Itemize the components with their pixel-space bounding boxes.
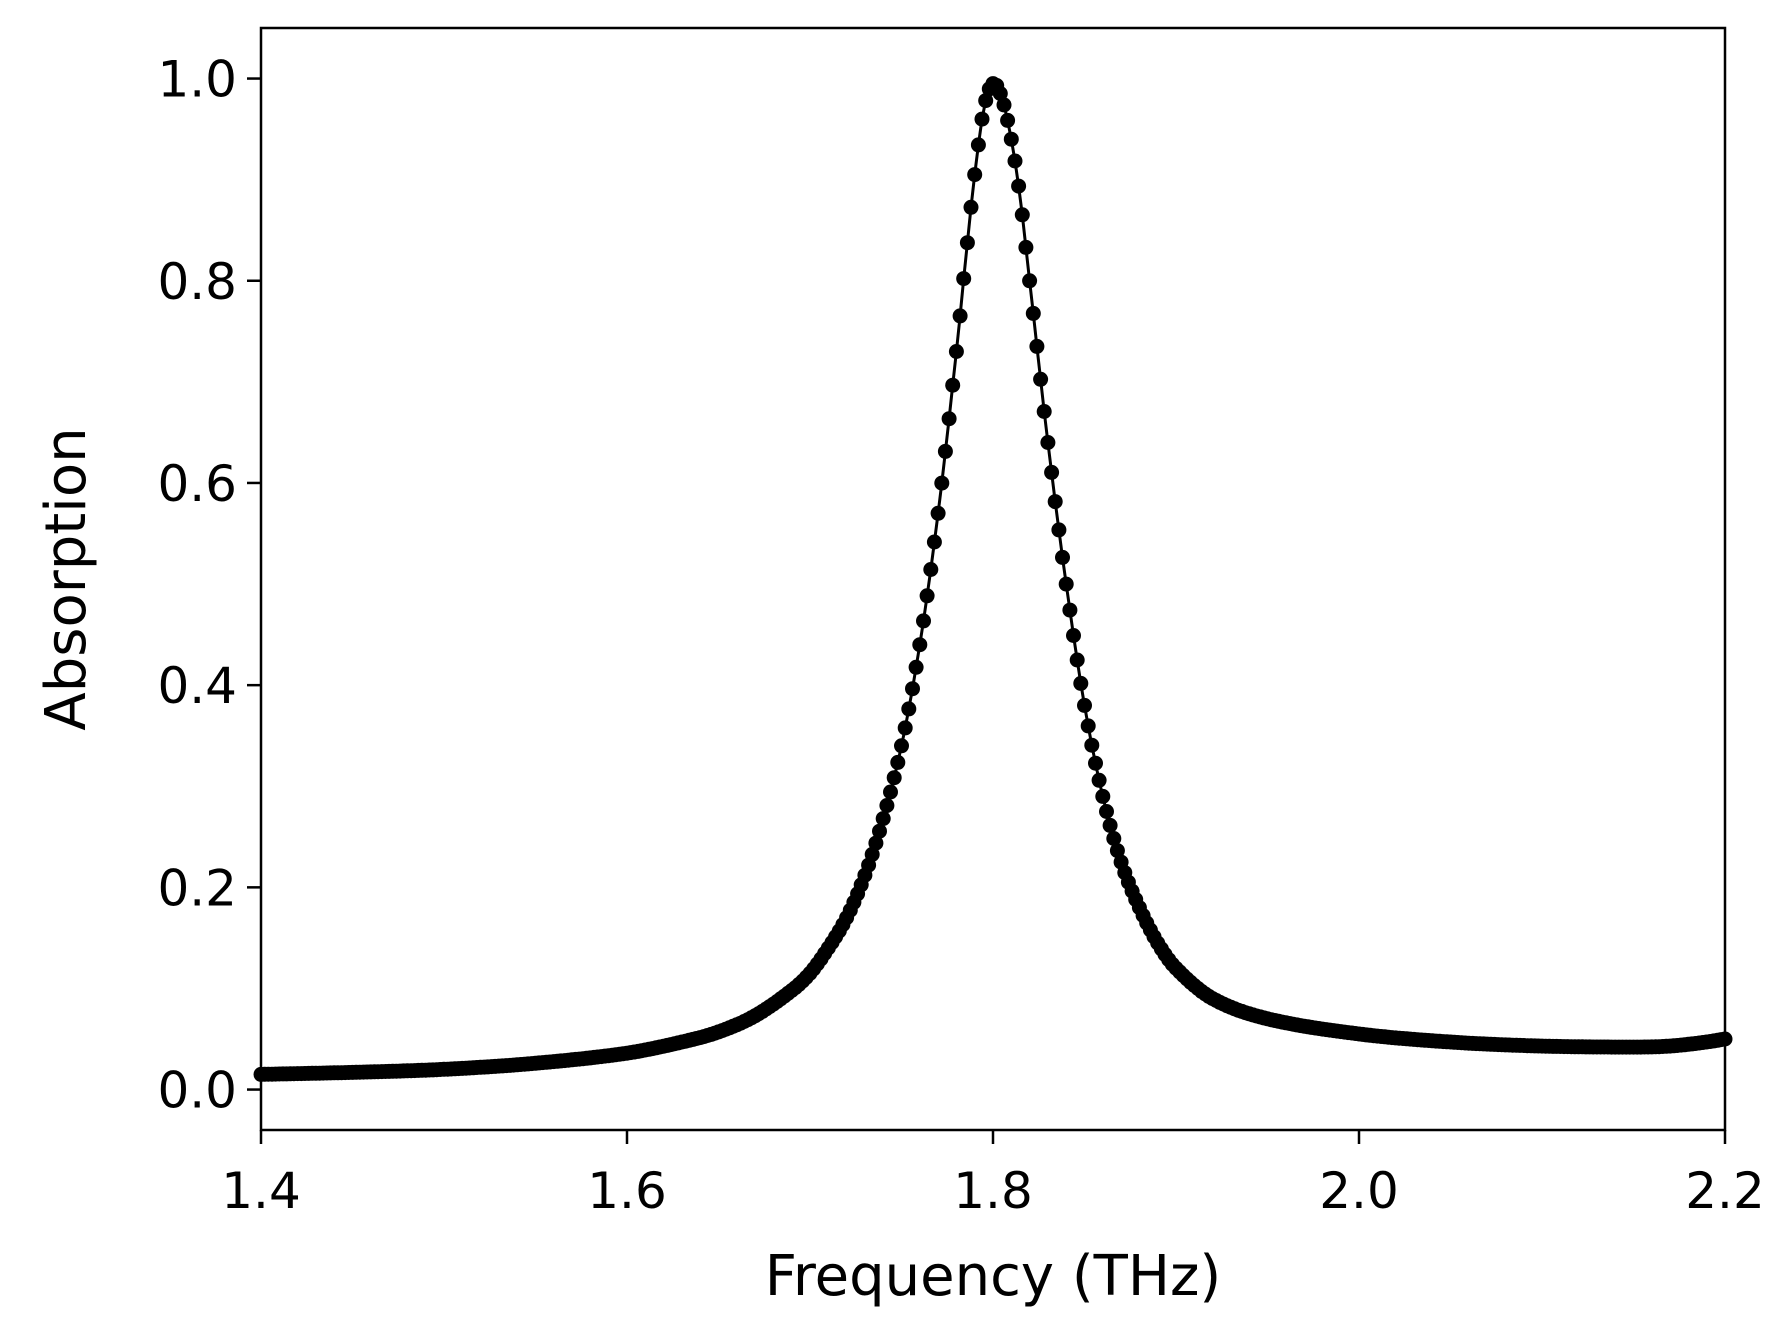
data-point [923,562,939,577]
x-tick-label: 1.4 [221,1162,301,1220]
data-point [886,770,902,786]
data-point [963,199,979,215]
data-point [1051,522,1067,538]
data-point [1102,817,1118,833]
data-point [1058,576,1074,592]
data-point [1018,239,1034,255]
data-point [1044,464,1060,480]
data-point [1014,207,1030,223]
data-point [1022,273,1038,289]
data-point [912,637,928,653]
data-point [948,344,964,359]
data-point [916,613,931,629]
x-axis-ticks: 1.4 1.6 1.8 2.0 2.2 [221,1130,1765,1220]
data-point [1029,338,1045,354]
x-tick-label: 1.6 [587,1162,667,1220]
data-point [919,588,935,604]
data-point [1025,305,1041,321]
data-point [937,443,953,459]
y-tick-label: 0.2 [157,859,237,917]
y-tick-label: 0.0 [157,1062,237,1120]
data-point [1080,718,1096,734]
data-point [1033,371,1049,387]
data-point [872,823,887,839]
data-point [1084,737,1100,753]
data-point [1069,652,1085,668]
data-point [908,659,924,675]
data-point [905,681,920,697]
data-point [996,97,1012,113]
data-point [1000,112,1016,128]
data-point [1077,697,1092,713]
data-point [901,701,917,717]
y-tick-label: 0.6 [157,455,237,513]
plot-marks [253,76,1733,1082]
data-point [883,784,898,800]
data-point [1036,404,1052,419]
data-point [970,137,986,153]
plot-frame [259,26,1727,1132]
data-point [1088,755,1103,771]
y-tick-label: 0.8 [157,253,237,311]
data-point [952,308,968,324]
data-point [934,475,950,491]
data-point [930,505,946,521]
series-line [260,81,1726,1076]
data-point [1073,675,1089,691]
x-tick-label: 2.2 [1685,1162,1765,1220]
data-point [974,111,990,127]
data-point [1099,804,1114,819]
y-axis-ticks: 0.0 0.2 0.4 0.6 0.8 1.0 [157,51,261,1120]
data-point [967,167,983,183]
y-tick-label: 0.4 [157,657,237,715]
data-point [1106,831,1122,846]
x-axis-label: Frequency (THz) [765,1244,1222,1309]
y-axis-label: Absorption [34,427,99,730]
data-point [1055,549,1070,565]
data-point [956,271,972,287]
data-point [945,377,961,393]
data-point [992,86,1008,101]
x-tick-label: 2.0 [1319,1162,1399,1220]
data-point [1003,131,1019,147]
y-tick-label: 1.0 [157,51,237,109]
data-point [1047,494,1063,510]
data-point [879,798,895,813]
data-point [897,720,913,736]
data-point [1091,772,1107,788]
data-point [1007,153,1023,169]
data-point [894,738,909,754]
data-point [941,411,957,427]
data-point [1011,178,1027,194]
data-point [875,811,891,827]
data-point [868,835,884,851]
data-point [890,754,906,770]
data-point [978,93,994,109]
data-point [1066,628,1081,643]
data-point [1040,435,1056,450]
data-point [959,235,975,251]
data-point [1109,843,1125,859]
data-point [926,534,942,550]
data-point [1062,602,1078,618]
x-tick-label: 1.8 [953,1162,1033,1220]
data-point [864,846,880,862]
data-point [1095,788,1111,804]
